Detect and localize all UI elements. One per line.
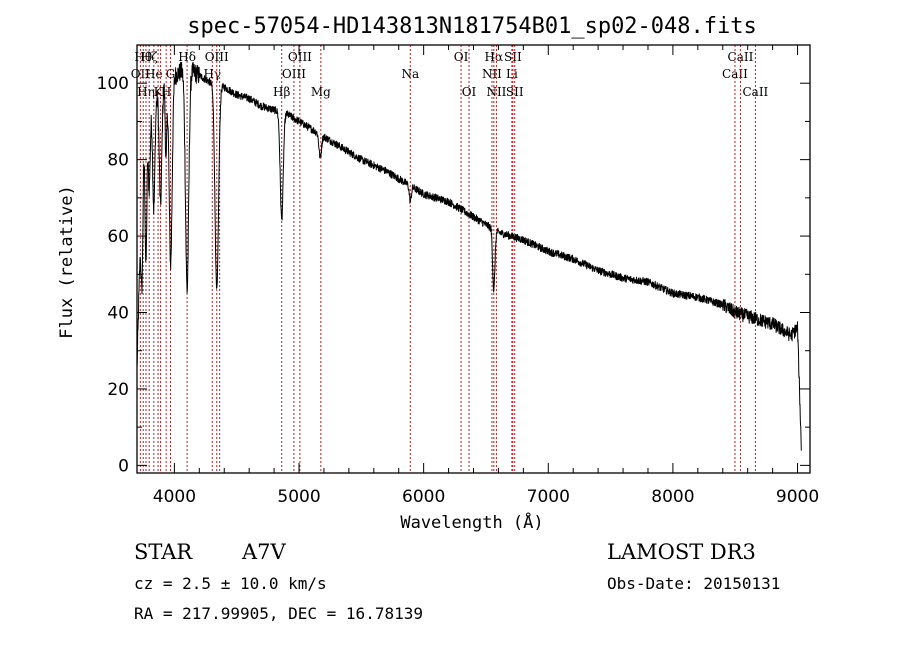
y-axis-label: Flux (relative) — [57, 185, 77, 339]
y-tick-label: 60 — [107, 227, 129, 247]
line-marker-label: Hβ — [273, 85, 290, 99]
y-tick-label: 0 — [118, 456, 129, 476]
x-tick-label: 7000 — [527, 487, 570, 507]
object-class: STAR — [134, 540, 193, 564]
line-marker-label: OII — [131, 67, 151, 81]
observation-date: Obs-Date: 20150131 — [607, 574, 781, 593]
x-tick-label: 8000 — [651, 487, 694, 507]
x-tick-label: 5000 — [277, 487, 320, 507]
line-marker-label: OIII — [282, 67, 306, 81]
line-marker-label: H — [161, 85, 171, 99]
spectrum-line — [136, 61, 802, 451]
line-marker-label: Hη — [137, 85, 155, 99]
line-marker-label: Li — [506, 67, 518, 81]
line-marker-label: Hζ — [141, 50, 158, 64]
line-marker-label: SII — [506, 85, 524, 99]
line-marker-label: Na — [401, 67, 419, 81]
axis-ticks: 4000 5000 6000 7000 8000 9000 0 20 40 60 80 100 — [97, 45, 819, 507]
line-marker-label: Hα — [485, 50, 504, 64]
y-tick-label: 80 — [107, 151, 129, 171]
y-tick-label: 100 — [97, 74, 129, 94]
line-markers: OIIHθHηHζHeKHGHδHγOIIIHβOIIIOIIIMgNaOIOI… — [131, 45, 769, 473]
survey-name: LAMOST DR3 — [607, 540, 756, 564]
line-marker-label: He — [145, 67, 163, 81]
x-tick-label: 9000 — [776, 487, 819, 507]
spectrum-series — [136, 61, 802, 451]
coordinates: RA = 217.99905, DEC = 16.78139 — [134, 604, 423, 623]
y-tick-label: 20 — [107, 380, 129, 400]
x-tick-label: 4000 — [153, 487, 196, 507]
line-marker-label: NII — [482, 67, 502, 81]
chart-title: spec-57054-HD143813N181754B01_sp02-048.f… — [187, 14, 757, 39]
line-marker-label: CaII — [742, 85, 768, 99]
plot-frame — [136, 44, 811, 474]
y-tick-label: 40 — [107, 304, 129, 324]
line-marker-label: OIII — [288, 50, 312, 64]
line-marker-label: NII — [486, 85, 506, 99]
object-subclass: A7V — [242, 540, 286, 564]
line-marker-label: CaII — [722, 67, 748, 81]
x-tick-label: 6000 — [402, 487, 445, 507]
x-axis-label: Wavelength (Å) — [400, 511, 543, 533]
line-marker-label: Mg — [311, 85, 331, 99]
line-marker-label: SII — [504, 50, 522, 64]
line-marker-label: Hδ — [178, 50, 196, 64]
line-marker-label: Hθ — [134, 50, 152, 64]
line-marker-label: OI — [454, 50, 469, 64]
line-marker-label: CaII — [728, 50, 754, 64]
redshift-cz: cz = 2.5 ± 10.0 km/s — [134, 574, 327, 593]
line-marker-label: OI — [462, 85, 477, 99]
line-marker-label: K — [154, 85, 164, 99]
line-marker-label: OIII — [205, 50, 229, 64]
line-marker-label: G — [166, 67, 176, 81]
